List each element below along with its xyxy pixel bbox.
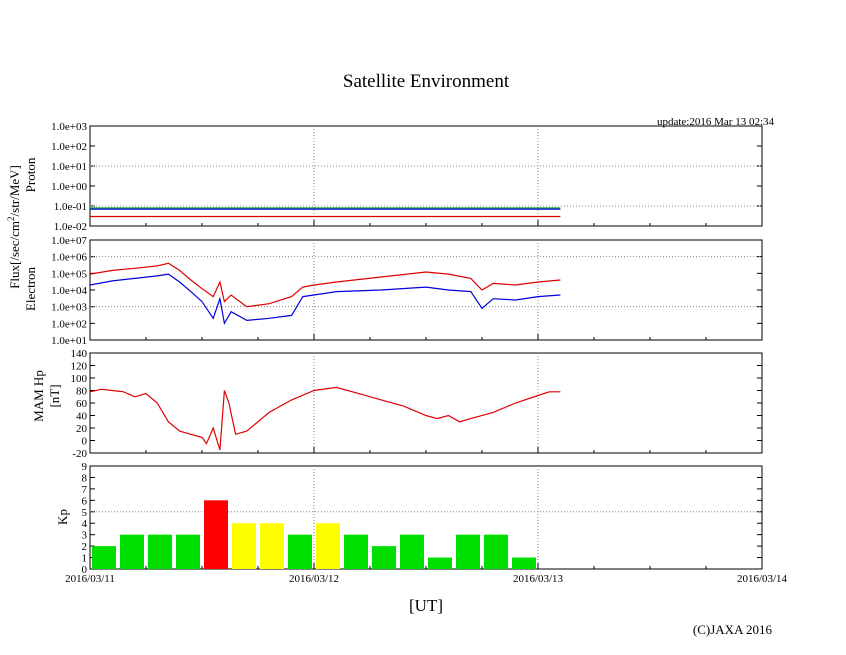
kp-bar bbox=[288, 534, 312, 569]
y-tick-label: 1.0e+02 bbox=[51, 318, 87, 330]
kp-bar bbox=[92, 546, 116, 569]
y-tick-label: 1.0e+01 bbox=[51, 161, 87, 173]
plot-area: 1.0e-021.0e-011.0e+001.0e+011.0e+021.0e+… bbox=[51, 121, 787, 585]
x-tick-label: 2016/03/13 bbox=[513, 573, 564, 585]
y-tick-label: 40 bbox=[76, 411, 88, 423]
panel-proton: 1.0e-02 1.0e-01 1.0e+00 1.0e+01 1.0e+02 1.0e+… bbox=[51, 121, 763, 233]
y-tick-label: 1.0e+05 bbox=[51, 268, 87, 280]
y-tick-label: 80 bbox=[76, 386, 88, 398]
kp-bar bbox=[372, 546, 396, 569]
kp-bar bbox=[484, 534, 508, 569]
kp-axis-label: Kp bbox=[55, 509, 70, 525]
y-tick-label: 60 bbox=[76, 398, 88, 410]
y-tick-label: 1.0e+01 bbox=[51, 335, 87, 347]
x-tick-label: 2016/03/11 bbox=[65, 573, 115, 585]
y-tick-label: 1.0e+03 bbox=[51, 302, 87, 314]
panel-frame bbox=[89, 239, 763, 341]
y-tick-label: 120 bbox=[71, 361, 88, 373]
proton-axis-label: Proton bbox=[23, 157, 38, 192]
y-tick-label: 3 bbox=[82, 530, 88, 542]
chart-title: Satellite Environment bbox=[343, 71, 510, 92]
y-tick-label: 1.0e+00 bbox=[51, 181, 87, 193]
y-tick-label: 1.0e+04 bbox=[51, 285, 87, 297]
kp-bar bbox=[456, 534, 480, 569]
y-tick-label: 1.0e-01 bbox=[54, 201, 87, 213]
y-tick-label: 100 bbox=[71, 373, 88, 385]
y-tick-label: 0 bbox=[82, 436, 88, 448]
electron-axis-label: Electron bbox=[23, 266, 38, 311]
panel-electron: 1.0e+01 1.0e+02 1.0e+03 1.0e+04 1.0e+05 1.0e+… bbox=[51, 235, 763, 347]
kp-bar bbox=[316, 523, 340, 569]
x-tick-label: 2016/03/12 bbox=[289, 573, 339, 585]
series-electron-blue bbox=[89, 273, 561, 326]
hp-axis-label: MAM Hp bbox=[31, 370, 46, 422]
series-hp-red bbox=[89, 386, 561, 451]
y-tick-label: -20 bbox=[72, 448, 87, 460]
flux-label-main: Flux[/sec/cm bbox=[7, 221, 22, 289]
kp-bar bbox=[232, 523, 256, 569]
y-tick-label: 1.0e-02 bbox=[54, 221, 87, 233]
flux-label-sup: 2 bbox=[6, 216, 16, 221]
y-tick-label: 1.0e+07 bbox=[51, 235, 87, 247]
hp-axis-unit: [nT] bbox=[47, 384, 62, 407]
kp-bar bbox=[344, 534, 368, 569]
y-tick-label: 6 bbox=[82, 495, 88, 507]
kp-bar bbox=[176, 534, 200, 569]
y-tick-label: 4 bbox=[82, 518, 88, 530]
y-tick-label: 1 bbox=[82, 553, 88, 565]
kp-bar bbox=[400, 534, 424, 569]
y-tick-label: 140 bbox=[71, 348, 88, 360]
y-tick-label: 9 bbox=[82, 461, 88, 473]
kp-bar bbox=[512, 557, 536, 569]
series-electron-red bbox=[89, 262, 561, 308]
y-tick-label: 0 bbox=[82, 564, 88, 576]
y-tick-label: 1.0e+06 bbox=[51, 252, 87, 264]
kp-bar bbox=[204, 500, 228, 569]
y-tick-label: 2 bbox=[82, 541, 88, 553]
x-tick-label: 2016/03/14 bbox=[737, 573, 788, 585]
kp-bar bbox=[260, 523, 284, 569]
y-tick-label: 8 bbox=[82, 472, 88, 484]
copyright: (C)JAXA 2016 bbox=[693, 622, 773, 637]
y-tick-label: 1.0e+02 bbox=[51, 141, 87, 153]
kp-bar bbox=[428, 557, 452, 569]
kp-bar bbox=[148, 534, 172, 569]
panel-frame bbox=[89, 352, 763, 454]
y-tick-label: 7 bbox=[82, 484, 88, 496]
y-tick-label: 1.0e+03 bbox=[51, 121, 87, 133]
y-tick-label: 20 bbox=[76, 423, 88, 435]
y-tick-label: 5 bbox=[82, 507, 88, 519]
flux-axis-label: Flux[/sec/cm2/str/MeV] bbox=[6, 165, 22, 289]
update-stamp: update:2016 Mar 13 02:34 bbox=[657, 116, 775, 128]
x-axis-label: [UT] bbox=[409, 596, 443, 615]
flux-label-rest: /str/MeV] bbox=[7, 165, 22, 216]
kp-bar bbox=[120, 534, 144, 569]
panel-frame bbox=[89, 125, 763, 227]
